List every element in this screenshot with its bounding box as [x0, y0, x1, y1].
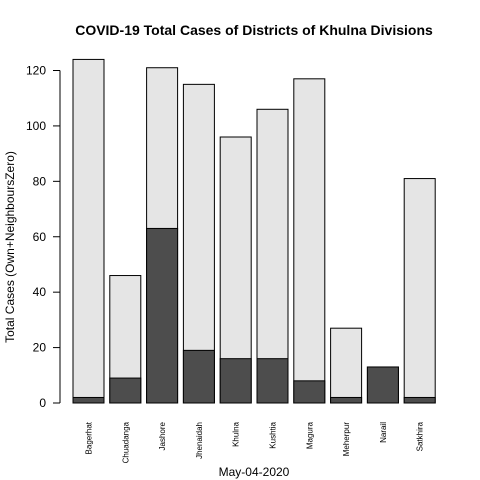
x-tick-label-bagerhat: Bagerhat — [85, 421, 94, 454]
x-axis-label: May-04-2020 — [219, 465, 290, 479]
bar-value-satkhira — [403, 396, 436, 404]
bar-value-meherpur — [330, 396, 363, 404]
x-tick-label-jhenaidah: Jhenaidah — [195, 422, 204, 459]
bars-group — [72, 58, 436, 404]
bar-value-magura — [293, 380, 326, 404]
y-axis: 0 20 40 60 80 100 120 — [26, 64, 61, 410]
x-tick-labels: Bagerhat Chuadanga Jashore Jhenaidah Khulna K… — [85, 421, 425, 463]
y-tick-label: 40 — [33, 285, 47, 299]
bar-value-jhenaidah — [182, 349, 215, 404]
bar-value-khulna — [219, 358, 252, 404]
x-tick-label-khulna: Khulna — [232, 421, 241, 446]
bar-value-bagerhat — [72, 396, 105, 404]
x-tick-label-narail: Narail — [379, 422, 388, 443]
bar-total-satkhira — [403, 178, 436, 404]
x-tick-label-chuadanga: Chuadanga — [121, 421, 130, 463]
y-axis-label: Total Cases (Own+NeighboursZero) — [3, 151, 17, 343]
y-tick-label: 80 — [33, 174, 47, 188]
y-tick-label: 120 — [26, 64, 46, 78]
x-tick-label-magura: Magura — [305, 421, 314, 449]
bar-total-bagerhat — [72, 58, 105, 404]
y-tick-label: 20 — [33, 341, 47, 355]
bar-total-meherpur — [330, 327, 363, 404]
y-tick-label: 0 — [39, 396, 46, 410]
bar-total-magura — [293, 78, 326, 404]
bar-total-kushtia — [256, 108, 289, 404]
y-tick-label: 100 — [26, 119, 46, 133]
x-tick-label-satkhira: Satkhira — [416, 421, 425, 451]
y-tick-label: 60 — [33, 230, 47, 244]
x-tick-label-kushtia: Kushtia — [269, 421, 278, 448]
bar-value-jashore — [146, 227, 179, 404]
x-tick-label-jashore: Jashore — [158, 421, 167, 450]
x-tick-label-meherpur: Meherpur — [342, 422, 351, 457]
bar-value-chuadanga — [109, 377, 142, 404]
chart-title: COVID-19 Total Cases of Districts of Khu… — [75, 22, 433, 38]
bar-value-narail — [366, 366, 399, 404]
bar-value-kushtia — [256, 358, 289, 404]
